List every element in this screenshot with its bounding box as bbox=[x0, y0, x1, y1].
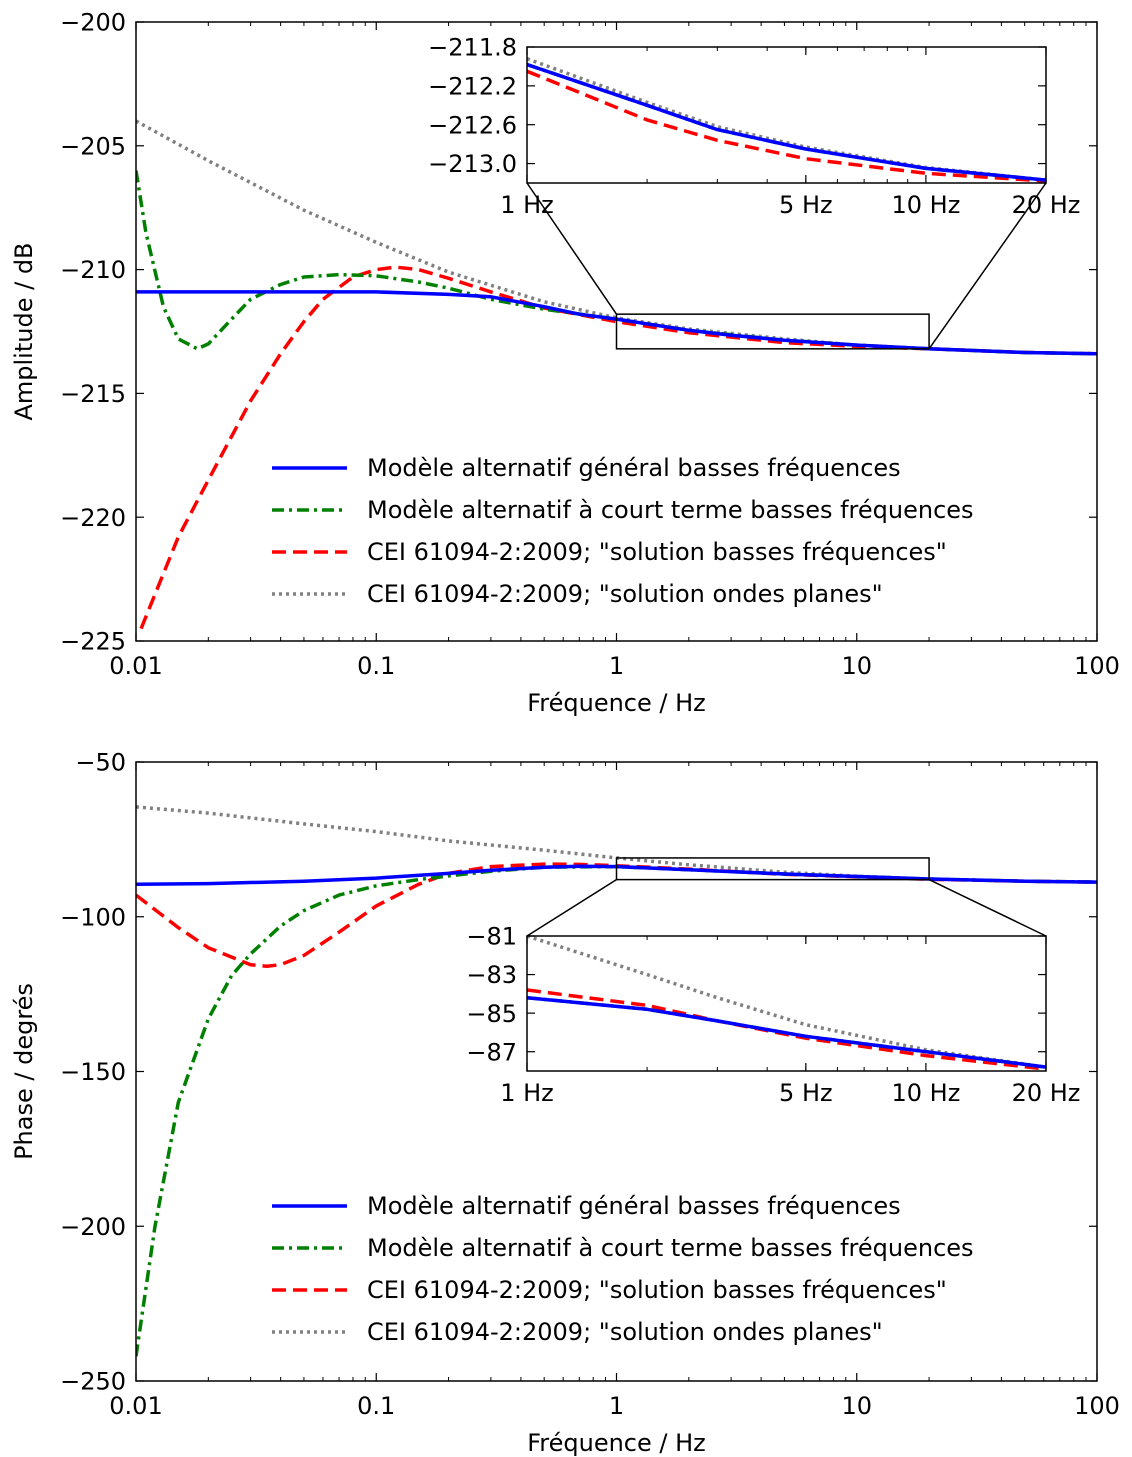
legend-entry-1: Modèle alternatif à court terme basses f… bbox=[367, 1234, 974, 1262]
axis-xtick-label: 10 bbox=[841, 1392, 872, 1420]
inset-series-line-1 bbox=[527, 69, 1046, 183]
axis-ytick-label: −250 bbox=[60, 1368, 126, 1396]
legend-entry-0: Modèle alternatif général basses fréquen… bbox=[367, 454, 901, 482]
axis-xtick-label: 0.1 bbox=[357, 1392, 395, 1420]
zoom-region-box bbox=[615, 857, 930, 881]
inset-series-line-3 bbox=[527, 62, 1046, 182]
legend: Modèle alternatif général basses fréquen… bbox=[272, 454, 974, 608]
legend-entry-3: CEI 61094-2:2009; "solution ondes planes… bbox=[367, 580, 883, 608]
legend-entry-2: CEI 61094-2:2009; "solution basses fréqu… bbox=[367, 1276, 947, 1304]
legend-entry-1: Modèle alternatif à court terme basses f… bbox=[367, 496, 974, 524]
axis-ytick-label: −225 bbox=[60, 628, 126, 656]
x-axis-label: Fréquence / Hz bbox=[527, 1429, 706, 1457]
inset-ytick-label: −83 bbox=[466, 961, 517, 989]
inset-series-line-3 bbox=[527, 995, 1046, 1069]
zoom-region-box bbox=[615, 313, 930, 350]
inset-xtick-label: 1 Hz bbox=[500, 191, 554, 219]
inset-frame bbox=[526, 935, 1047, 1072]
axis-xtick-label: 1 bbox=[609, 1392, 624, 1420]
zoom-connector-left bbox=[526, 878, 617, 937]
legend-entry-2: CEI 61094-2:2009; "solution basses fréqu… bbox=[367, 538, 947, 566]
inset-background bbox=[527, 47, 1046, 183]
inset-ytick-label: −213.0 bbox=[428, 150, 517, 178]
zoom-connector-right bbox=[928, 878, 1047, 937]
axis-ytick-label: −200 bbox=[60, 9, 126, 37]
inset-ytick-label: −81 bbox=[466, 923, 517, 951]
inset-ytick-label: −212.6 bbox=[428, 111, 517, 139]
inset-xtick-label: 5 Hz bbox=[779, 1079, 833, 1107]
axis-ytick-label: −220 bbox=[60, 504, 126, 532]
inset-xtick-label: 5 Hz bbox=[779, 191, 833, 219]
x-axis-label: Fréquence / Hz bbox=[527, 689, 706, 717]
axis-ytick-label: −200 bbox=[60, 1213, 126, 1241]
axis-xtick-label: 100 bbox=[1074, 652, 1120, 680]
inset-ytick-label: −211.8 bbox=[428, 34, 517, 62]
axis-xtick-label: 0.01 bbox=[109, 652, 162, 680]
main-series-line-1 bbox=[139, 265, 1097, 630]
inset-ytick-label: −85 bbox=[466, 1000, 517, 1028]
inset-background bbox=[527, 936, 1046, 1071]
phase-panel: 0.01 0.1 1 10 100 −50 −100 −150 −200 −250 Fréquenc… bbox=[10, 749, 1120, 1457]
legend-entry-3: CEI 61094-2:2009; "solution ondes planes… bbox=[367, 1318, 883, 1346]
main-series-line-0 bbox=[136, 119, 1097, 356]
inset-xtick-label: 10 Hz bbox=[892, 191, 961, 219]
axis-ytick-label: −205 bbox=[60, 132, 126, 160]
main-series-line-3 bbox=[136, 290, 1097, 356]
axis-ytick-label: −210 bbox=[60, 256, 126, 284]
inset-xtick-label: 10 Hz bbox=[892, 1079, 961, 1107]
y-axis-label: Phase / degrés bbox=[10, 983, 38, 1160]
axis-xtick-label: 100 bbox=[1074, 1392, 1120, 1420]
axis-ytick-label: −215 bbox=[60, 380, 126, 408]
axis-ytick-label: −50 bbox=[75, 749, 126, 777]
zoom-connector-left bbox=[526, 182, 618, 315]
inset-xtick-label: 1 Hz bbox=[500, 1079, 554, 1107]
inset-ytick-label: −87 bbox=[466, 1038, 517, 1066]
axis-xtick-label: 10 bbox=[841, 652, 872, 680]
inset-ytick-label: −212.2 bbox=[428, 72, 517, 100]
inset-frame bbox=[526, 46, 1047, 184]
legend-entry-0: Modèle alternatif général basses fréquen… bbox=[367, 1192, 901, 1220]
inset-xtick-label: 20 Hz bbox=[1012, 1079, 1081, 1107]
axis-xtick-label: 0.1 bbox=[357, 652, 395, 680]
zoom-connector-right bbox=[928, 182, 1047, 350]
axis-ytick-label: −100 bbox=[60, 903, 126, 931]
y-axis-label: Amplitude / dB bbox=[10, 242, 38, 420]
main-series-line-3 bbox=[136, 864, 1097, 887]
inset-xtick-label: 20 Hz bbox=[1012, 191, 1081, 219]
legend: Modèle alternatif général basses fréquen… bbox=[272, 1192, 974, 1346]
axis-xtick-label: 0.01 bbox=[109, 1392, 162, 1420]
axis-xtick-label: 1 bbox=[609, 652, 624, 680]
amplitude-panel: 0.01 0.1 1 10 100 −200 −205 −210 −215 −220 −225 Fré… bbox=[10, 9, 1120, 717]
axis-ytick-label: −150 bbox=[60, 1058, 126, 1086]
